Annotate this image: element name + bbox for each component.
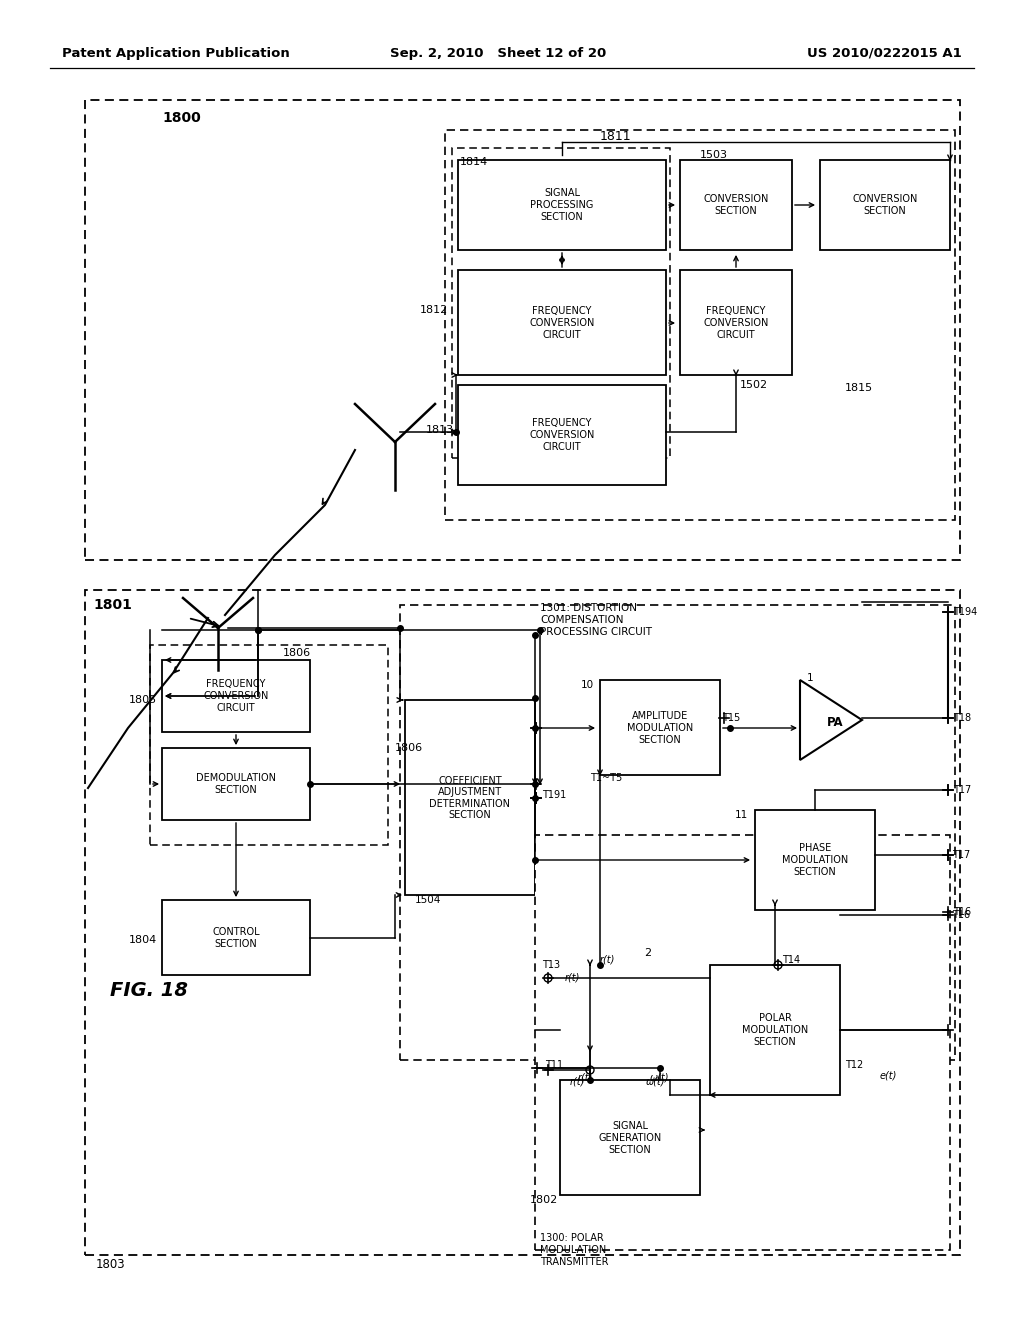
Text: 1815: 1815 [845, 383, 873, 393]
Text: AMPLITUDE
MODULATION
SECTION: AMPLITUDE MODULATION SECTION [627, 711, 693, 744]
Text: T13: T13 [542, 960, 560, 970]
Bar [452, 148, 670, 458]
Text: 1: 1 [807, 673, 813, 682]
Text: 1813: 1813 [426, 425, 454, 436]
Bar [406, 700, 535, 895]
Bar [680, 271, 792, 375]
Text: 1301: DISTORTION
COMPENSATION
PROCESSING CIRCUIT: 1301: DISTORTION COMPENSATION PROCESSING… [540, 603, 652, 636]
Text: T12: T12 [845, 1060, 863, 1071]
Bar [150, 645, 388, 845]
Text: 1504: 1504 [415, 895, 441, 906]
Text: ω(t): ω(t) [650, 1073, 670, 1082]
Text: ω(t): ω(t) [645, 1077, 665, 1086]
Text: FREQUENCY
CONVERSION
CIRCUIT: FREQUENCY CONVERSION CIRCUIT [529, 306, 595, 339]
Text: T194: T194 [953, 607, 977, 616]
Text: 1811: 1811 [600, 131, 632, 144]
Text: Sep. 2, 2010   Sheet 12 of 20: Sep. 2, 2010 Sheet 12 of 20 [390, 46, 606, 59]
Bar [162, 748, 310, 820]
Bar [755, 810, 874, 909]
Text: 1812: 1812 [420, 305, 449, 315]
Text: PHASE
MODULATION
SECTION: PHASE MODULATION SECTION [782, 843, 848, 876]
Text: 1300: POLAR
MODULATION
TRANSMITTER: 1300: POLAR MODULATION TRANSMITTER [540, 1233, 608, 1267]
Text: COEFFICIENT
ADJUSTMENT
DETERMINATION
SECTION: COEFFICIENT ADJUSTMENT DETERMINATION SEC… [429, 776, 511, 821]
Text: FREQUENCY
CONVERSION
CIRCUIT: FREQUENCY CONVERSION CIRCUIT [529, 418, 595, 451]
Text: DEMODULATION
SECTION: DEMODULATION SECTION [196, 774, 276, 795]
Text: T16: T16 [952, 909, 970, 920]
Text: T11: T11 [545, 1060, 563, 1071]
Text: 2: 2 [644, 948, 651, 958]
Text: FIG. 18: FIG. 18 [110, 981, 188, 999]
Text: 1800: 1800 [162, 111, 201, 125]
Text: T17: T17 [953, 785, 971, 795]
Bar [85, 100, 961, 560]
Text: POLAR
MODULATION
SECTION: POLAR MODULATION SECTION [741, 1014, 808, 1047]
Bar [85, 590, 961, 1255]
Text: SIGNAL
GENERATION
SECTION: SIGNAL GENERATION SECTION [598, 1122, 662, 1155]
Text: T1~T5: T1~T5 [590, 774, 623, 783]
Text: 1802: 1802 [529, 1195, 558, 1205]
Bar [162, 900, 310, 975]
Text: CONVERSION
SECTION: CONVERSION SECTION [852, 194, 918, 215]
Text: 1803: 1803 [96, 1258, 126, 1271]
Text: T17: T17 [952, 850, 971, 861]
Text: Patent Application Publication: Patent Application Publication [62, 46, 290, 59]
Text: CONTROL
SECTION: CONTROL SECTION [212, 927, 260, 949]
Text: SIGNAL
PROCESSING
SECTION: SIGNAL PROCESSING SECTION [530, 189, 594, 222]
Text: 10: 10 [581, 680, 594, 690]
Bar [600, 680, 720, 775]
Text: FREQUENCY
CONVERSION
CIRCUIT: FREQUENCY CONVERSION CIRCUIT [703, 306, 769, 339]
Bar [710, 965, 840, 1096]
Text: 1804: 1804 [129, 935, 157, 945]
Bar [400, 605, 955, 1060]
Text: T18: T18 [953, 713, 971, 723]
Text: r(t): r(t) [578, 1073, 593, 1082]
Text: 1801: 1801 [93, 598, 132, 612]
Text: 1503: 1503 [700, 150, 728, 160]
Text: PA: PA [826, 715, 844, 729]
Text: 11: 11 [735, 810, 748, 820]
Text: 1806: 1806 [283, 648, 311, 657]
Text: T16: T16 [953, 907, 971, 917]
Text: T14: T14 [782, 954, 800, 965]
Bar [560, 1080, 700, 1195]
Text: T191: T191 [542, 789, 566, 800]
Text: r(t): r(t) [569, 1077, 585, 1086]
Text: 1805: 1805 [129, 696, 157, 705]
Text: r(t): r(t) [600, 954, 615, 965]
Text: CONVERSION
SECTION: CONVERSION SECTION [703, 194, 769, 215]
Text: US 2010/0222015 A1: US 2010/0222015 A1 [807, 46, 962, 59]
Text: r(t): r(t) [565, 973, 581, 983]
Text: T15: T15 [722, 713, 740, 723]
Text: e(t): e(t) [880, 1071, 897, 1080]
Bar [680, 160, 792, 249]
Bar [458, 271, 666, 375]
Text: 1502: 1502 [740, 380, 768, 389]
Bar [820, 160, 950, 249]
Bar [535, 836, 950, 1250]
Text: FREQUENCY
CONVERSION
CIRCUIT: FREQUENCY CONVERSION CIRCUIT [204, 680, 268, 713]
Text: 1814: 1814 [460, 157, 488, 168]
Text: 1806: 1806 [395, 743, 423, 752]
Bar [458, 385, 666, 484]
Bar [445, 129, 955, 520]
Bar [162, 660, 310, 733]
Bar [458, 160, 666, 249]
